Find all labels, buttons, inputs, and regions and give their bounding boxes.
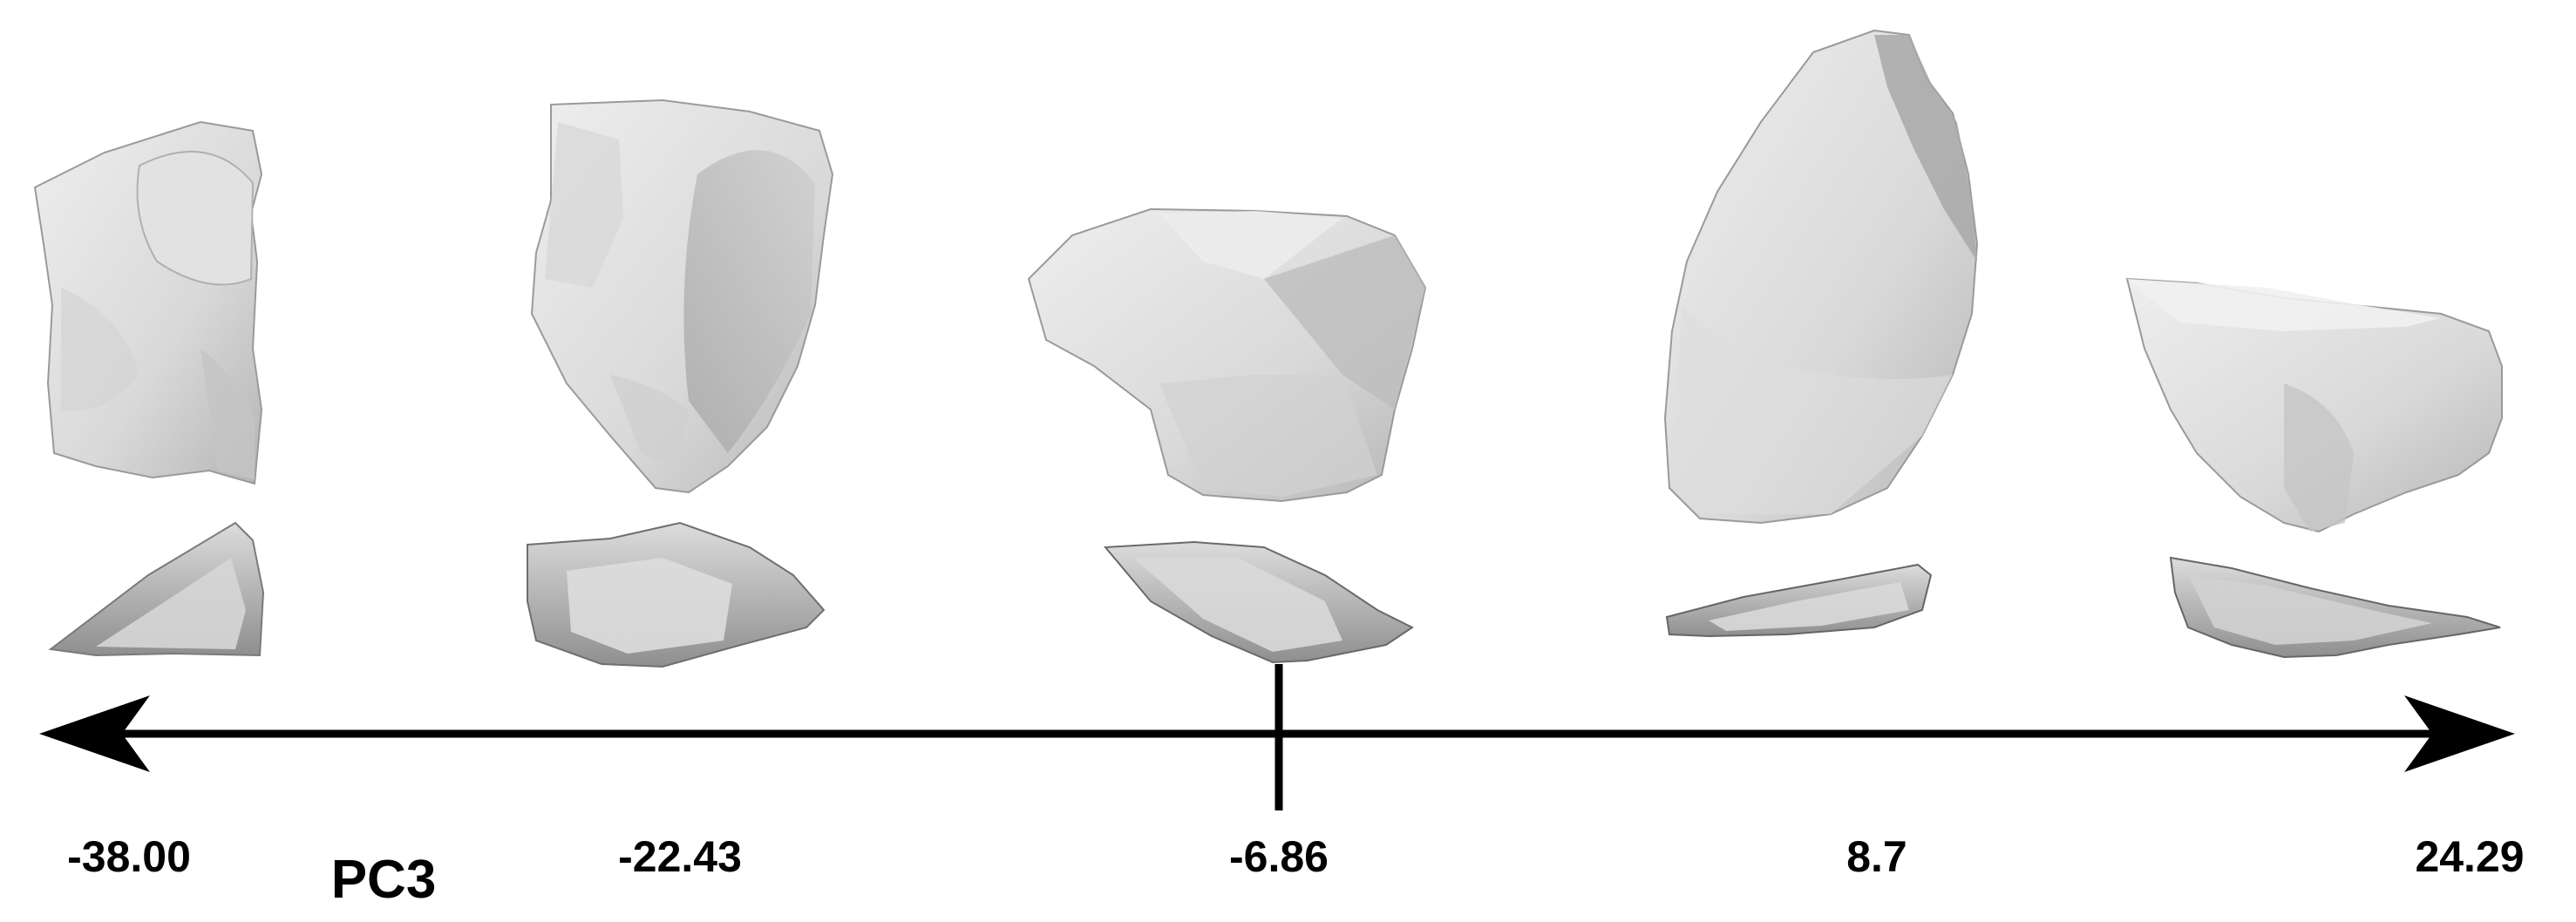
tick-label: -22.43 xyxy=(618,832,742,881)
artifact-2 xyxy=(527,98,834,668)
artifact-5-profile-view xyxy=(2169,556,2501,659)
tick-label: 8.7 xyxy=(1846,832,1907,881)
artifact-4 xyxy=(1663,29,1979,638)
pc3-axis xyxy=(39,664,2515,810)
artifact-3 xyxy=(1027,207,1427,664)
artifact-4-profile-view xyxy=(1665,563,1933,638)
artifact-1-profile-view xyxy=(48,521,265,657)
artifact-1 xyxy=(33,120,265,657)
artifact-2-profile-view xyxy=(527,521,826,668)
tick-label: 24.29 xyxy=(2415,832,2524,881)
tick-label: -6.86 xyxy=(1229,832,1329,881)
tick-label: -38.00 xyxy=(67,832,191,881)
artifact-3-profile-view xyxy=(1103,540,1414,664)
artifact-1-plan-view xyxy=(33,120,263,485)
artifact-2-plan-view xyxy=(530,98,834,494)
artifact-3-plan-view xyxy=(1027,207,1427,503)
right-arrowhead xyxy=(2404,695,2515,772)
artifact-4-plan-view xyxy=(1663,29,1979,525)
tick-labels: -38.00 -22.43 -6.86 8.7 24.29 xyxy=(67,832,2524,881)
left-arrowhead xyxy=(39,695,150,772)
axis-title: PC3 xyxy=(331,850,437,910)
artifact-5-plan-view xyxy=(2125,277,2503,533)
artifact-5 xyxy=(2125,277,2503,659)
